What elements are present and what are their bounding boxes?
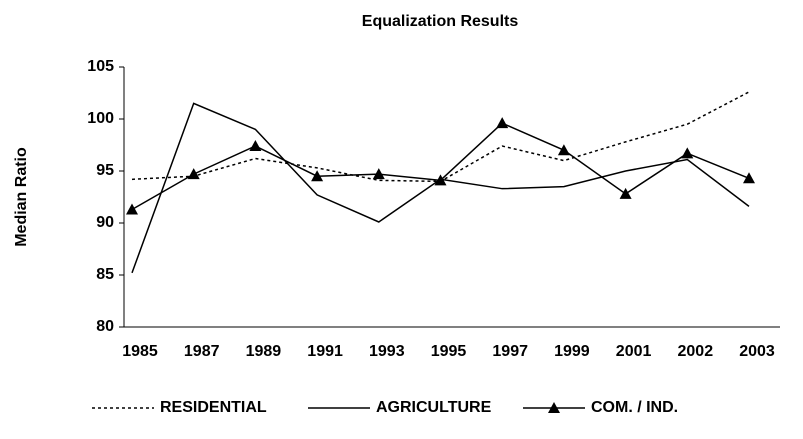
y-tick-label: 105 bbox=[87, 58, 114, 75]
x-tick-label: 1991 bbox=[307, 343, 343, 360]
x-tick-label: 2003 bbox=[739, 343, 775, 360]
point-marker bbox=[434, 174, 447, 186]
series-line bbox=[131, 102, 750, 274]
point-marker bbox=[681, 147, 694, 159]
point-marker bbox=[496, 117, 509, 129]
point-marker bbox=[743, 172, 755, 184]
point-marker bbox=[126, 203, 138, 215]
x-tick-label: 1993 bbox=[369, 343, 405, 360]
series-line bbox=[131, 91, 750, 183]
y-tick-label: 85 bbox=[96, 266, 114, 283]
point-marker bbox=[249, 140, 262, 152]
point-marker bbox=[311, 170, 324, 182]
point-marker bbox=[187, 168, 200, 180]
y-axis-label: Median Ratio bbox=[13, 147, 30, 247]
y-tick-label: 90 bbox=[96, 214, 114, 231]
point-marker bbox=[372, 168, 385, 180]
chart-title: Equalization Results bbox=[362, 13, 519, 30]
y-tick-label: 100 bbox=[87, 110, 114, 127]
legend-label: COM. / IND. bbox=[591, 399, 678, 416]
y-tick-label: 95 bbox=[96, 162, 114, 179]
x-tick-label: 2001 bbox=[616, 343, 652, 360]
point-marker bbox=[619, 187, 632, 199]
y-tick-label: 80 bbox=[96, 318, 114, 335]
x-tick-label: 1995 bbox=[431, 343, 467, 360]
point-marker bbox=[557, 144, 570, 156]
legend-label: AGRICULTURE bbox=[376, 399, 492, 416]
x-tick-label: 2002 bbox=[678, 343, 714, 360]
x-tick-label: 1985 bbox=[122, 343, 158, 360]
series-line bbox=[131, 122, 750, 211]
x-tick-label: 1987 bbox=[184, 343, 220, 360]
x-tick-label: 1989 bbox=[246, 343, 282, 360]
legend-marker bbox=[548, 402, 560, 413]
x-tick-label: 1997 bbox=[492, 343, 528, 360]
x-tick-label: 1999 bbox=[554, 343, 590, 360]
legend-label: RESIDENTIAL bbox=[160, 399, 267, 416]
